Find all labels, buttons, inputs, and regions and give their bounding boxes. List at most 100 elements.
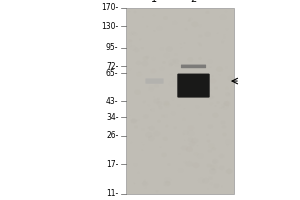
- Ellipse shape: [206, 11, 209, 14]
- Ellipse shape: [199, 44, 202, 46]
- Ellipse shape: [189, 18, 191, 19]
- Ellipse shape: [187, 125, 194, 131]
- Ellipse shape: [134, 125, 138, 129]
- Ellipse shape: [217, 101, 220, 104]
- Ellipse shape: [197, 42, 200, 44]
- Ellipse shape: [211, 164, 218, 170]
- Ellipse shape: [147, 126, 150, 128]
- Ellipse shape: [198, 57, 202, 60]
- Ellipse shape: [142, 16, 143, 18]
- Ellipse shape: [157, 120, 161, 123]
- Ellipse shape: [197, 145, 198, 146]
- Ellipse shape: [164, 103, 170, 108]
- Ellipse shape: [153, 30, 155, 32]
- Ellipse shape: [178, 90, 180, 91]
- Ellipse shape: [191, 21, 199, 27]
- Ellipse shape: [188, 137, 194, 142]
- Ellipse shape: [200, 72, 202, 74]
- Ellipse shape: [134, 89, 141, 95]
- Ellipse shape: [219, 107, 221, 109]
- Ellipse shape: [149, 126, 155, 131]
- Ellipse shape: [128, 10, 130, 12]
- Ellipse shape: [196, 75, 200, 78]
- Ellipse shape: [153, 15, 155, 17]
- Ellipse shape: [185, 161, 193, 167]
- Text: 34-: 34-: [106, 113, 118, 122]
- Ellipse shape: [158, 106, 163, 109]
- Ellipse shape: [220, 120, 226, 124]
- Ellipse shape: [150, 69, 156, 73]
- Ellipse shape: [164, 101, 169, 106]
- Ellipse shape: [181, 145, 188, 151]
- Ellipse shape: [228, 93, 230, 95]
- Ellipse shape: [209, 168, 216, 174]
- Ellipse shape: [206, 134, 209, 136]
- Ellipse shape: [142, 56, 148, 61]
- Ellipse shape: [128, 39, 132, 42]
- Ellipse shape: [146, 56, 149, 59]
- Ellipse shape: [219, 154, 225, 158]
- Ellipse shape: [207, 94, 213, 99]
- Ellipse shape: [211, 75, 214, 77]
- Text: 11-: 11-: [106, 190, 118, 198]
- Ellipse shape: [142, 181, 148, 186]
- Ellipse shape: [212, 113, 219, 118]
- Ellipse shape: [225, 92, 231, 96]
- Ellipse shape: [194, 152, 199, 156]
- Ellipse shape: [141, 149, 143, 151]
- Ellipse shape: [225, 87, 229, 90]
- Ellipse shape: [212, 168, 215, 171]
- Ellipse shape: [207, 164, 212, 167]
- Ellipse shape: [163, 181, 170, 187]
- Ellipse shape: [136, 72, 142, 77]
- Ellipse shape: [172, 58, 179, 64]
- Ellipse shape: [209, 102, 213, 105]
- Ellipse shape: [166, 46, 173, 52]
- Ellipse shape: [207, 124, 213, 129]
- Ellipse shape: [184, 108, 185, 109]
- Ellipse shape: [226, 169, 232, 174]
- Text: 170-: 170-: [101, 3, 118, 12]
- Text: 95-: 95-: [106, 43, 118, 52]
- Ellipse shape: [214, 105, 217, 107]
- Ellipse shape: [150, 109, 152, 110]
- Ellipse shape: [219, 74, 220, 75]
- Bar: [126, 8, 234, 194]
- Ellipse shape: [184, 28, 188, 31]
- Ellipse shape: [145, 132, 152, 138]
- Ellipse shape: [153, 131, 160, 137]
- Ellipse shape: [155, 190, 158, 192]
- Ellipse shape: [183, 42, 185, 44]
- Ellipse shape: [142, 101, 146, 103]
- Text: 43-: 43-: [106, 97, 118, 106]
- Ellipse shape: [222, 133, 226, 136]
- Ellipse shape: [180, 43, 182, 45]
- Ellipse shape: [141, 128, 145, 131]
- Ellipse shape: [130, 118, 137, 124]
- Ellipse shape: [142, 61, 148, 66]
- Ellipse shape: [224, 101, 231, 106]
- Ellipse shape: [214, 87, 218, 90]
- Text: 17-: 17-: [106, 160, 118, 169]
- Ellipse shape: [182, 133, 185, 135]
- Ellipse shape: [133, 11, 136, 13]
- Text: 65-: 65-: [106, 69, 118, 78]
- Ellipse shape: [186, 146, 193, 152]
- Ellipse shape: [227, 76, 233, 80]
- Ellipse shape: [217, 33, 219, 34]
- Ellipse shape: [136, 61, 141, 65]
- Ellipse shape: [184, 140, 185, 141]
- Ellipse shape: [163, 16, 168, 20]
- Ellipse shape: [193, 96, 194, 97]
- Ellipse shape: [182, 118, 186, 121]
- Ellipse shape: [160, 146, 161, 148]
- Ellipse shape: [162, 61, 166, 64]
- Ellipse shape: [157, 97, 160, 100]
- FancyBboxPatch shape: [145, 78, 164, 84]
- Ellipse shape: [143, 114, 149, 119]
- Ellipse shape: [219, 165, 225, 170]
- Ellipse shape: [129, 115, 130, 116]
- Ellipse shape: [143, 144, 144, 145]
- Ellipse shape: [204, 32, 211, 37]
- Ellipse shape: [222, 106, 225, 108]
